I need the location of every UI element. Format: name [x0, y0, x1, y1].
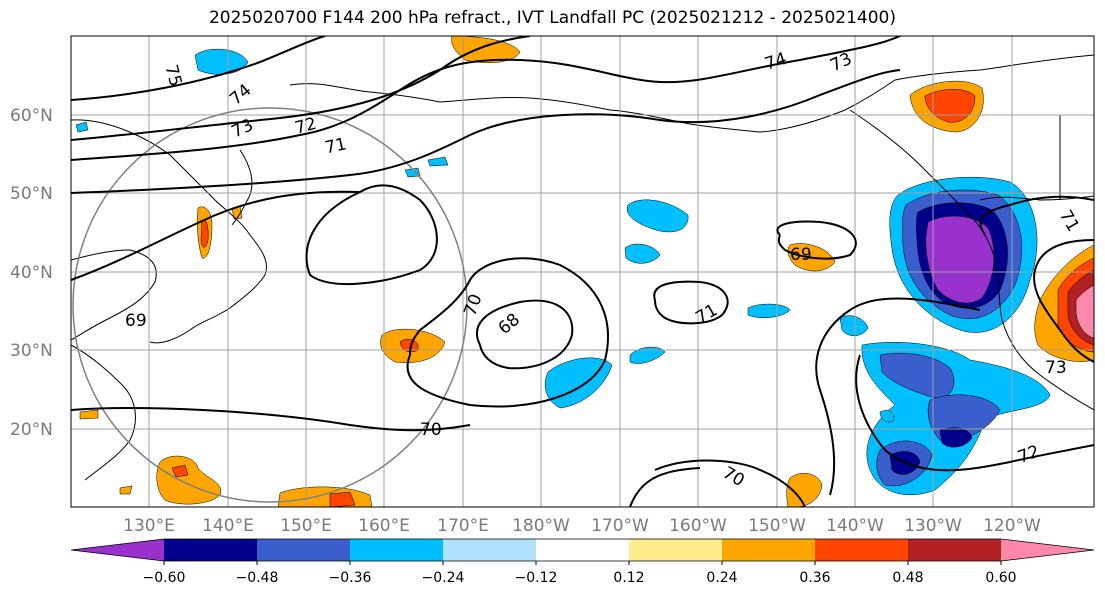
lon-label-140w: 140°W	[826, 516, 884, 536]
colorbar-swatch	[722, 539, 816, 561]
lon-label-150w: 150°W	[748, 516, 806, 536]
colorbar-tick-label: 0.60	[985, 570, 1016, 586]
colorbar-swatch	[536, 539, 630, 561]
coastline-layer	[71, 54, 1094, 481]
colorbar-tick-label: 0.24	[706, 570, 737, 586]
colorbar-tick-label: −0.36	[329, 570, 372, 586]
colorbar-swatch	[350, 539, 444, 561]
lon-label-150e: 150°E	[280, 516, 332, 536]
colorbar-swatch	[71, 539, 164, 561]
lon-label-140e: 140°E	[202, 516, 254, 536]
colorbar-tick-label: −0.24	[422, 570, 465, 586]
region-circle	[72, 107, 468, 503]
map-title: 2025020700 F144 200 hPa refract., IVT La…	[208, 8, 896, 28]
colorbar-swatch	[908, 539, 1002, 561]
lat-label-40n: 40°N	[10, 263, 53, 283]
colorbar-tick-label: 0.12	[613, 570, 644, 586]
colorbar-swatch	[629, 539, 723, 561]
lat-label-60n: 60°N	[10, 106, 53, 126]
colorbar-swatch	[257, 539, 351, 561]
gridlines	[71, 36, 1094, 507]
colorbar-swatch	[815, 539, 909, 561]
lon-label-160e: 160°E	[358, 516, 410, 536]
colorbar-tick-label: 0.48	[892, 570, 923, 586]
lon-label-170w: 170°W	[591, 516, 649, 536]
colorbar: −0.60 −0.48 −0.36 −0.24 −0.12 0.12 0.24 0.36 0.4…	[70, 538, 1095, 586]
lon-label-160w: 160°W	[669, 516, 727, 536]
colorbar-tick-label: −0.12	[515, 570, 558, 586]
map-body: 75 74 73 72 71 69 68 70 71 69 74 73 71 7…	[71, 36, 1094, 507]
map-frame	[70, 35, 1095, 508]
contour-label-71: 71	[323, 134, 348, 158]
colorbar-tick-label: −0.48	[236, 570, 279, 586]
lon-label-180w: 180°W	[512, 516, 570, 536]
lon-label-170e: 170°E	[437, 516, 489, 536]
lat-axis: 60°N 50°N 40°N 30°N 20°N	[10, 106, 53, 440]
colorbar-tick-label: 0.36	[799, 570, 830, 586]
colorbar-tick-label: −0.60	[143, 570, 186, 586]
lon-label-120w: 120°W	[983, 516, 1041, 536]
colorbar-swatch	[443, 539, 537, 561]
shading-layer	[75, 36, 1094, 507]
lon-label-130w: 130°W	[904, 516, 962, 536]
contour-label-73-c: 73	[1045, 358, 1067, 378]
contour-label-70: 70	[420, 420, 442, 440]
colorbar-swatch	[1001, 539, 1094, 561]
lat-label-20n: 20°N	[10, 420, 53, 440]
colorbar-swatch	[164, 539, 258, 561]
contour-label-69-b: 69	[790, 245, 812, 265]
lon-label-130e: 130°E	[123, 516, 175, 536]
lat-label-30n: 30°N	[10, 341, 53, 361]
contour-label-69: 69	[125, 311, 147, 331]
lat-label-50n: 50°N	[10, 184, 53, 204]
lon-axis: 130°E 140°E 150°E 160°E 170°E 180°W 170°…	[123, 516, 1041, 536]
contour-layer	[71, 36, 1094, 507]
